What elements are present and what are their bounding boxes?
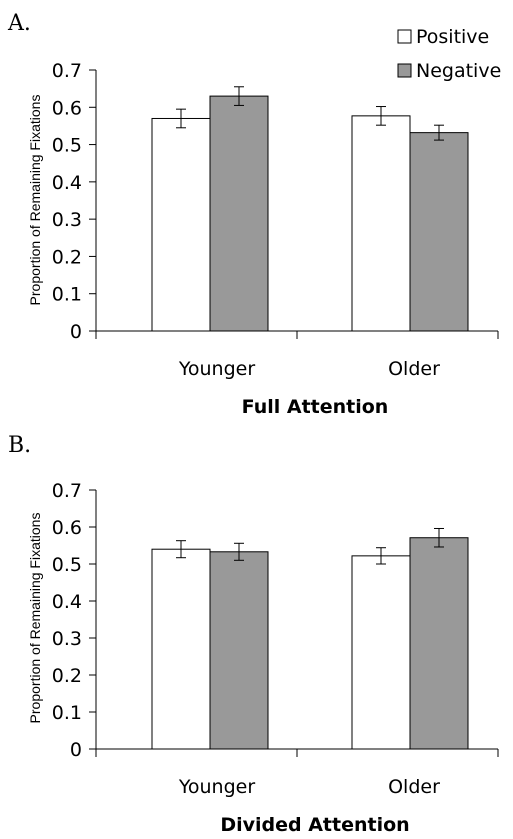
y-tick-label: 0.5 bbox=[52, 135, 82, 157]
legend-swatch-positive bbox=[397, 29, 412, 44]
panel-b-y-axis-label: Proportion of Remaining Fixations bbox=[27, 513, 43, 724]
legend-label-negative: Negative bbox=[416, 60, 501, 82]
y-tick-label: 0 bbox=[70, 739, 82, 761]
bar-negative-younger bbox=[209, 95, 269, 332]
bar-negative-older bbox=[409, 537, 469, 750]
panel-b: B. Proportion of Remaining Fixations 0 0… bbox=[8, 433, 499, 836]
y-tick-label: 0.4 bbox=[52, 172, 82, 194]
bar-positive-older bbox=[351, 555, 411, 750]
panel-b-x-axis-label: Divided Attention bbox=[220, 814, 409, 836]
y-tick-label: 0.7 bbox=[52, 60, 82, 82]
y-tick-label: 0.6 bbox=[52, 517, 82, 539]
y-tick-label: 0.6 bbox=[52, 97, 82, 119]
x-category-label-older: Older bbox=[388, 358, 440, 380]
y-tick-label: 0.7 bbox=[52, 480, 82, 502]
panel-b-y-ticks: 0 0.1 0.2 0.3 0.4 0.5 0.6 0.7 bbox=[52, 480, 82, 761]
panel-a-x-axis-label: Full Attention bbox=[242, 396, 389, 418]
panel-a: A. Positive Negative Proportion of Remai… bbox=[7, 11, 501, 418]
panel-a-y-axis-label: Proportion of Remaining Fixations bbox=[27, 95, 43, 306]
y-tick-label: 0.4 bbox=[52, 591, 82, 613]
legend: Positive Negative bbox=[397, 26, 501, 82]
y-tick-label: 0 bbox=[70, 321, 82, 343]
x-category-label-younger: Younger bbox=[178, 358, 256, 380]
panel-b-bars bbox=[151, 527, 469, 750]
bar-negative-older bbox=[409, 132, 469, 332]
legend-swatch-negative bbox=[397, 63, 412, 78]
x-category-label-older: Older bbox=[388, 776, 440, 798]
y-tick-label: 0.5 bbox=[52, 554, 82, 576]
y-tick-label: 0.1 bbox=[52, 284, 82, 306]
y-tick-label: 0.2 bbox=[52, 665, 82, 687]
y-tick-label: 0.3 bbox=[52, 209, 82, 231]
y-tick-label: 0.2 bbox=[52, 246, 82, 268]
bar-negative-younger bbox=[209, 551, 269, 750]
y-tick-label: 0.3 bbox=[52, 628, 82, 650]
legend-label-positive: Positive bbox=[416, 26, 489, 48]
bar-positive-younger bbox=[151, 117, 211, 332]
panel-a-label: A. bbox=[7, 11, 31, 36]
bar-positive-older bbox=[351, 115, 411, 332]
panel-a-bars bbox=[151, 86, 469, 332]
bar-positive-younger bbox=[151, 548, 211, 750]
y-tick-label: 0.1 bbox=[52, 702, 82, 724]
panel-b-label: B. bbox=[8, 433, 31, 458]
x-category-label-younger: Younger bbox=[178, 776, 256, 798]
panel-a-y-ticks: 0 0.1 0.2 0.3 0.4 0.5 0.6 0.7 bbox=[52, 60, 82, 343]
